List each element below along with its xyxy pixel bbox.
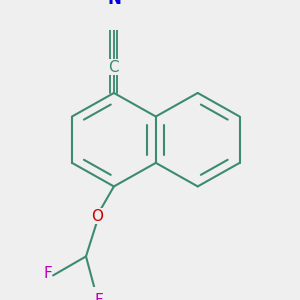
Text: C: C [109, 60, 119, 75]
Text: F: F [43, 266, 52, 281]
Text: O: O [91, 208, 103, 224]
Text: N: N [108, 0, 122, 8]
Text: F: F [94, 293, 103, 300]
